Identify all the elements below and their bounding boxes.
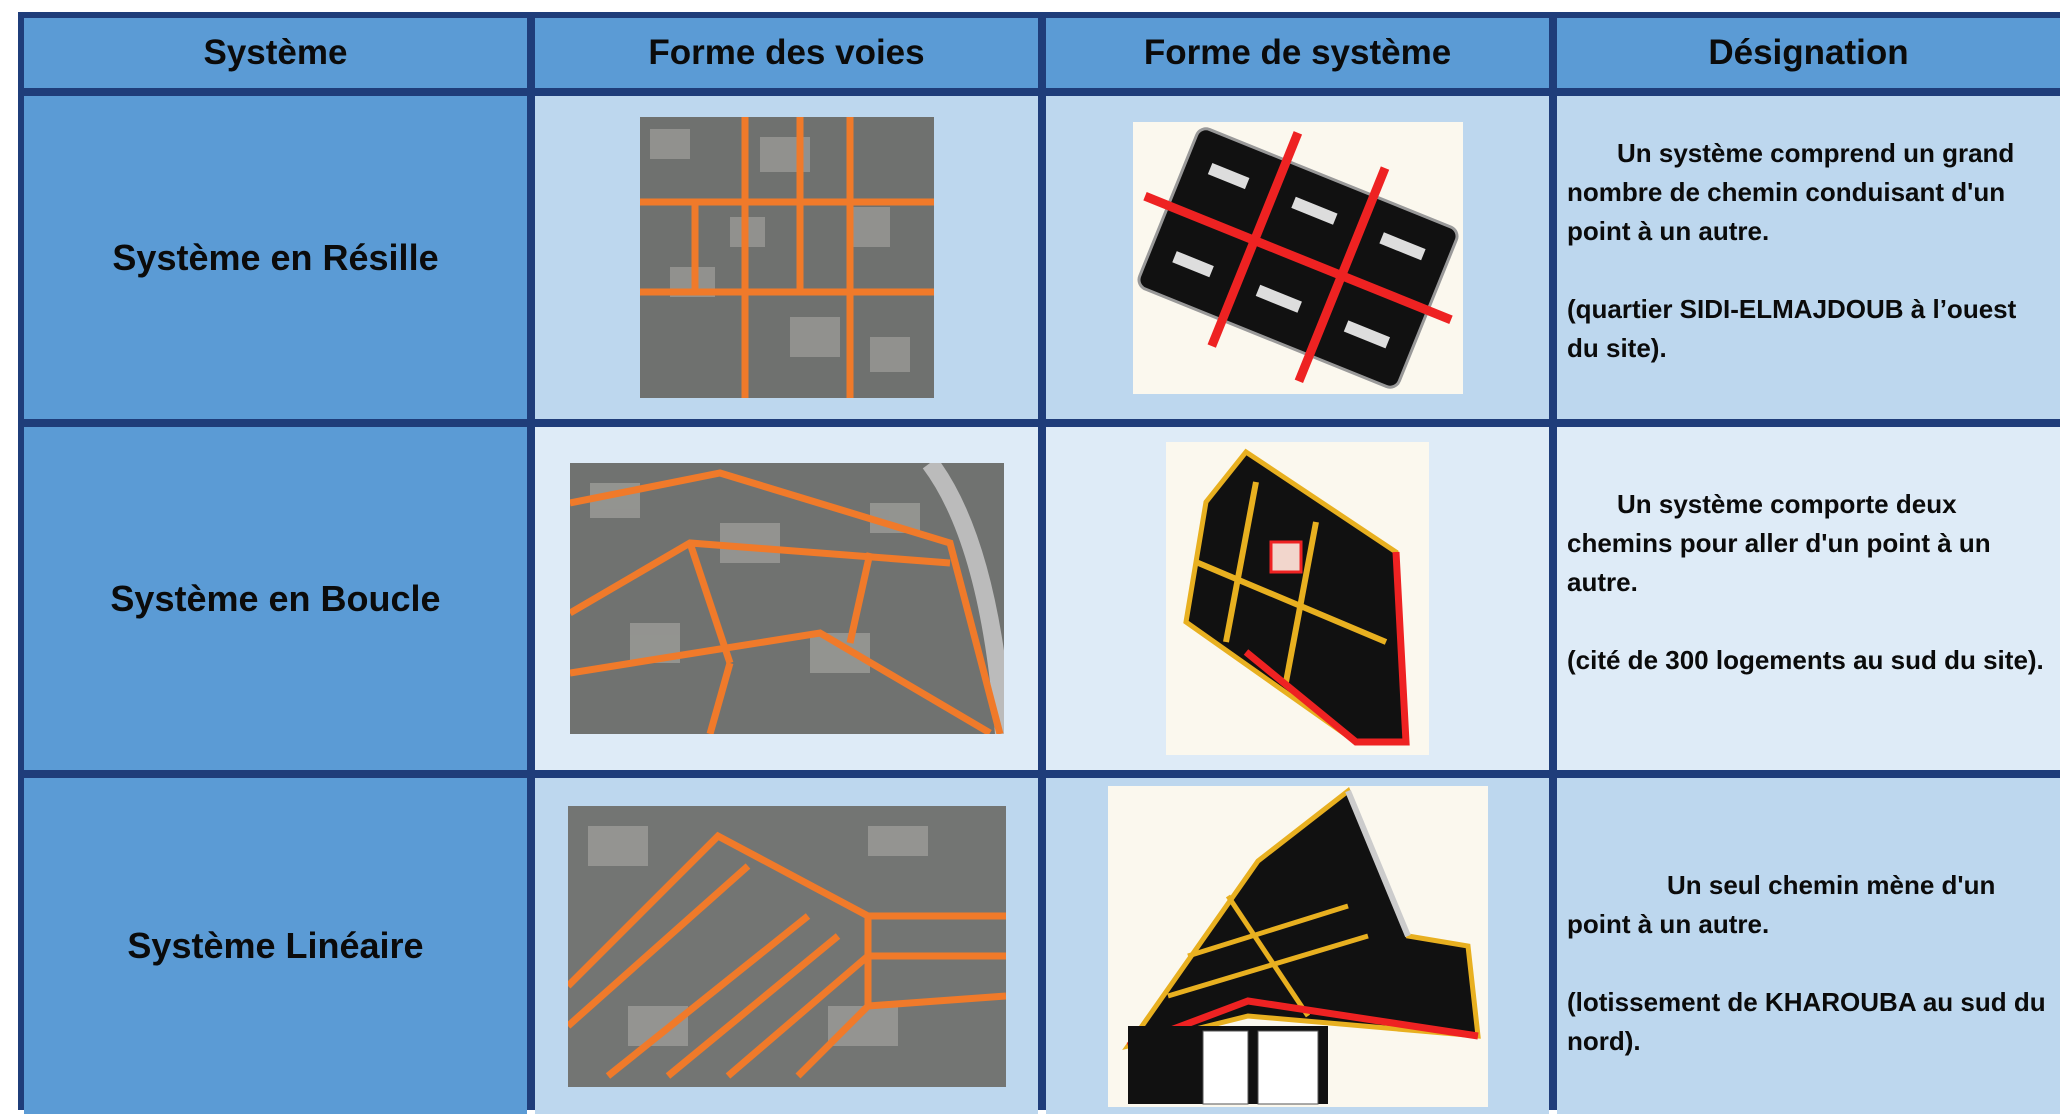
diagram-image	[1107, 785, 1488, 1107]
image-cell	[1046, 778, 1549, 1114]
header-cell: Désignation	[1557, 18, 2060, 88]
description-text: Un seul chemin mène d'un point à un autr…	[1567, 870, 1996, 939]
table: Système Forme des voies Forme de système…	[18, 12, 2060, 1114]
description-cell: Un système comporte deux chemins pour al…	[1557, 427, 2060, 770]
image-cell	[535, 427, 1038, 770]
description-note: (lotissement de KHAROUBA au sud du nord)…	[1567, 987, 2046, 1056]
system-name: Système en Résille	[24, 96, 527, 419]
header-cell: Système	[24, 18, 527, 88]
aerial-image	[639, 117, 934, 398]
description-note: (quartier SIDI-ELMAJDOUB à l’ouest du si…	[1567, 294, 2017, 363]
description-cell: Un seul chemin mène d'un point à un autr…	[1557, 778, 2060, 1114]
image-cell	[535, 96, 1038, 419]
aerial-image	[569, 463, 1004, 734]
description-note: (cité de 300 logements au sud du site).	[1567, 645, 2044, 675]
image-cell	[535, 778, 1038, 1114]
image-cell	[1046, 427, 1549, 770]
header-cell: Forme des voies	[535, 18, 1038, 88]
image-cell	[1046, 96, 1549, 419]
diagram-image	[1166, 442, 1429, 755]
description-text: Un système comporte deux chemins pour al…	[1567, 489, 1991, 597]
description-cell: Un système comprend un grand nombre de c…	[1557, 96, 2060, 419]
system-name: Système en Boucle	[24, 427, 527, 770]
diagram-image	[1132, 121, 1463, 394]
header-cell: Forme de système	[1046, 18, 1549, 88]
aerial-image	[567, 805, 1006, 1087]
system-name: Système Linéaire	[24, 778, 527, 1114]
description-text: Un système comprend un grand nombre de c…	[1567, 138, 2015, 246]
